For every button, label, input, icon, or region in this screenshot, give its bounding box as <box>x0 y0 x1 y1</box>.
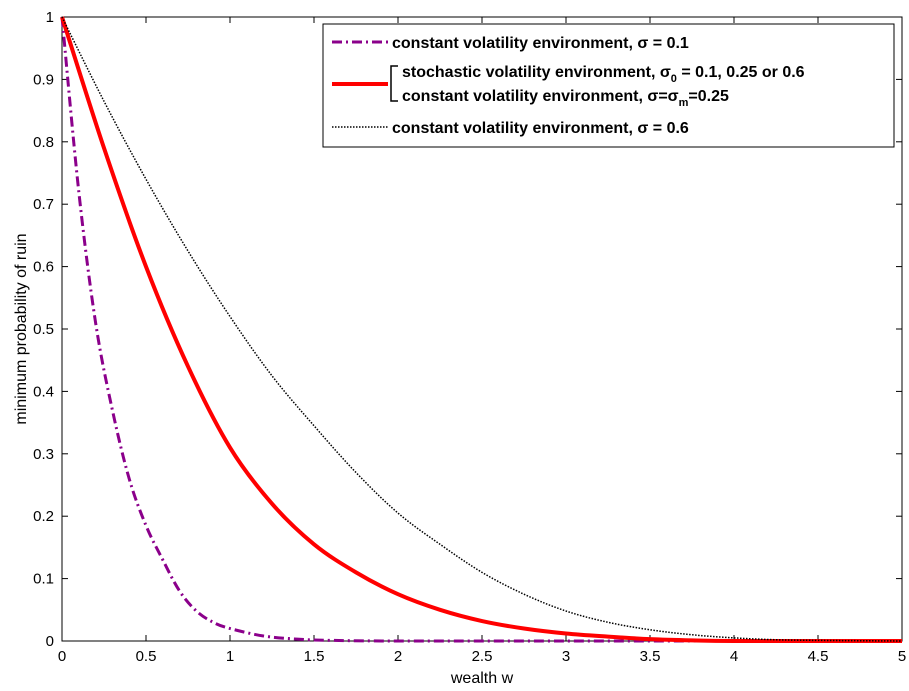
x-tick-label: 3.5 <box>640 648 661 665</box>
x-tick-label: 5 <box>898 648 906 665</box>
y-axis-label: minimum probability of ruin <box>13 233 30 424</box>
x-axis-label: wealth w <box>450 670 514 687</box>
x-tick-label: 4 <box>730 648 738 665</box>
y-axis-ticks: 0 0.1 0.2 0.3 0.4 0.5 0.6 0.7 0.8 0.9 1 <box>33 9 902 650</box>
series-stochastic-line <box>60 16 902 644</box>
series-layer <box>60 16 903 644</box>
legend-label-sigma-0.1: constant volatility environment, σ = 0.1 <box>392 35 689 52</box>
legend: constant volatility environment, σ = 0.1… <box>322 23 895 148</box>
x-tick-label: 1.5 <box>304 648 325 665</box>
legend-box <box>322 23 895 148</box>
x-tick-label: 0 <box>58 648 66 665</box>
x-tick-label: 3 <box>562 648 570 665</box>
y-tick-label: 0.2 <box>33 508 54 525</box>
legend-label-stochastic: stochastic volatility environment, σ0 = … <box>402 64 805 85</box>
y-tick-label: 0.6 <box>33 259 54 276</box>
y-tick-label: 0.3 <box>33 446 54 463</box>
x-axis-ticks: 0 0.5 1 1.5 2 2.5 3 3.5 4 4.5 5 <box>58 17 906 665</box>
x-tick-label: 2.5 <box>472 648 493 665</box>
y-tick-label: 0.9 <box>33 71 54 88</box>
y-tick-label: 0 <box>46 633 54 650</box>
x-tick-label: 1 <box>226 648 234 665</box>
x-tick-label: 0.5 <box>136 648 157 665</box>
x-tick-label: 4.5 <box>808 648 829 665</box>
y-tick-label: 0.5 <box>33 321 54 338</box>
y-tick-label: 0.4 <box>33 383 54 400</box>
sigma-symbol: σ <box>637 35 648 52</box>
y-tick-label: 0.1 <box>33 571 54 588</box>
series-sigma-0.6-line <box>61 16 903 642</box>
legend-bracket <box>390 65 398 102</box>
series-sigma-0.1-line <box>60 16 902 643</box>
legend-label-sigma-0.6: constant volatility environment, σ = 0.6 <box>392 120 689 137</box>
x-tick-label: 2 <box>394 648 402 665</box>
y-tick-label: 0.7 <box>33 196 54 213</box>
y-tick-label: 0.8 <box>33 134 54 151</box>
legend-label-sigma-m: constant volatility environment, σ=σm=0.… <box>402 88 729 109</box>
y-tick-label: 1 <box>46 9 54 26</box>
